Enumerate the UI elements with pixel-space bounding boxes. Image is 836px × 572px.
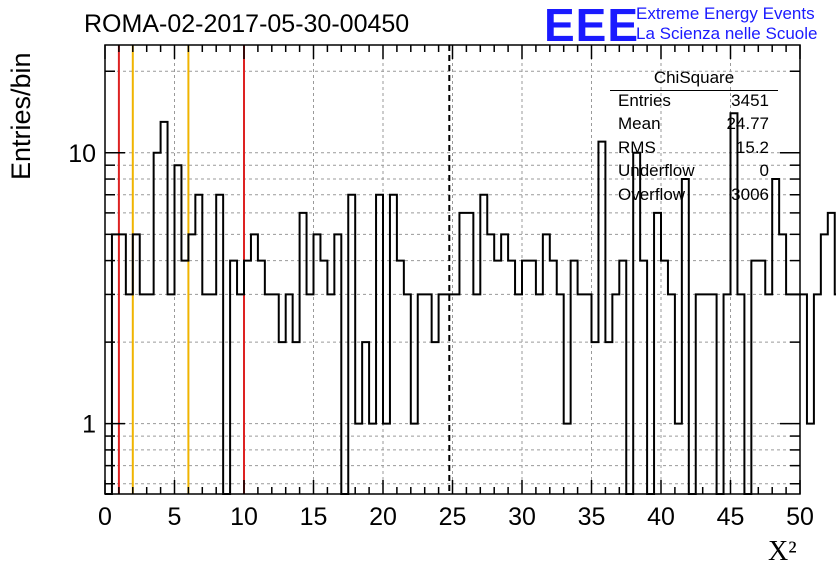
stats-label: Overflow	[618, 184, 686, 204]
stats-label: Entries	[618, 91, 671, 110]
logo-line-1: Extreme Energy Events	[636, 4, 815, 23]
x-tick-label: 45	[717, 503, 745, 531]
stats-label: Mean	[618, 114, 661, 134]
axis-ticks	[104, 45, 801, 494]
stats-label: Underflow	[618, 161, 695, 181]
x-tick-label: 15	[300, 503, 328, 531]
eee-logo: EEE	[544, 0, 640, 51]
axis-tick-labels: 0 5 10 15 20 25 30 35 40 45 50 1 10	[68, 140, 814, 531]
stats-box: ChiSquare Entries 3451 Mean 24.77 RMS 15.2 …	[610, 68, 778, 208]
stats-title: ChiSquare	[610, 68, 778, 91]
x-tick-label: 25	[439, 503, 467, 531]
y-tick-label: 10	[68, 140, 96, 168]
logo-line-2: La Scienza nelle Scuole	[636, 24, 818, 43]
x-tick-label: 0	[98, 503, 112, 531]
stats-value: 15.2	[735, 137, 769, 157]
stats-row-mean: Mean 24.77	[610, 114, 778, 137]
y-tick-label: 1	[82, 411, 96, 439]
stats-row-overflow: Overflow 3006	[610, 185, 778, 208]
stats-label: RMS	[618, 137, 656, 157]
stats-value: 3006	[731, 184, 769, 204]
x-axis-label: X²	[768, 536, 797, 567]
logo-subtitle: Extreme Energy Events La Scienza nelle S…	[636, 4, 817, 44]
y-axis-label: Entries/bin	[6, 52, 36, 180]
stats-row-entries: Entries 3451	[610, 91, 778, 114]
x-tick-label: 10	[230, 503, 258, 531]
stats-value: 3451	[731, 91, 769, 110]
x-tick-label: 35	[578, 503, 606, 531]
stats-value: 0	[759, 161, 769, 181]
run-title: ROMA-02-2017-05-30-00450	[84, 10, 410, 38]
x-tick-label: 20	[369, 503, 397, 531]
x-tick-label: 50	[786, 503, 814, 531]
stats-row-underflow: Underflow 0	[610, 161, 778, 184]
stats-row-rms: RMS 15.2	[610, 138, 778, 161]
x-tick-label: 5	[168, 503, 182, 531]
x-tick-label: 30	[508, 503, 536, 531]
histogram-outline	[105, 112, 836, 495]
x-tick-label: 40	[647, 503, 675, 531]
stats-value: 24.77	[726, 114, 769, 134]
